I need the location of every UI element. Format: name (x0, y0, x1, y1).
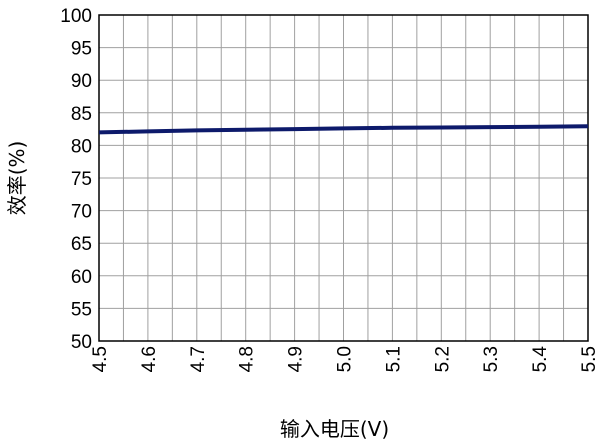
x-tick-label: 4.9 (286, 346, 307, 372)
y-tick-label: 80 (71, 136, 92, 157)
x-tick-labels: 4.5 4.6 4.7 4.8 4.9 5.0 5.1 5.2 5.3 5.4 5.5 (90, 346, 598, 373)
grid (99, 15, 588, 341)
y-tick-label: 60 (71, 267, 92, 288)
y-tick-label: 55 (71, 299, 92, 320)
y-tick-label: 90 (71, 71, 92, 92)
x-tick-label: 5.2 (432, 346, 453, 372)
x-axis-label: 输入电压(V) (280, 417, 389, 441)
y-axis-label: 效率(%) (5, 141, 29, 216)
y-tick-label: 50 (71, 332, 92, 353)
y-tick-labels: 50 55 60 65 70 75 80 85 90 95 100 (60, 6, 92, 353)
x-tick-label: 5.4 (530, 346, 551, 373)
y-tick-label: 70 (71, 202, 92, 223)
x-tick-label: 5.5 (579, 346, 598, 372)
x-tick-label: 4.8 (237, 346, 258, 372)
y-tick-label: 100 (60, 6, 92, 27)
y-tick-label: 75 (71, 169, 92, 190)
y-tick-label: 85 (71, 104, 92, 125)
x-tick-label: 4.7 (188, 346, 209, 372)
x-tick-label: 4.5 (90, 346, 111, 372)
series-lines (98, 124, 589, 135)
x-tick-label: 5.1 (383, 346, 404, 372)
x-tick-label: 4.6 (139, 346, 160, 372)
series-line (98, 124, 589, 135)
y-tick-label: 95 (71, 39, 92, 60)
x-tick-label: 5.0 (335, 346, 356, 372)
x-tick-label: 5.3 (481, 346, 502, 372)
y-tick-label: 65 (71, 234, 92, 255)
plot-frame (98, 14, 589, 342)
